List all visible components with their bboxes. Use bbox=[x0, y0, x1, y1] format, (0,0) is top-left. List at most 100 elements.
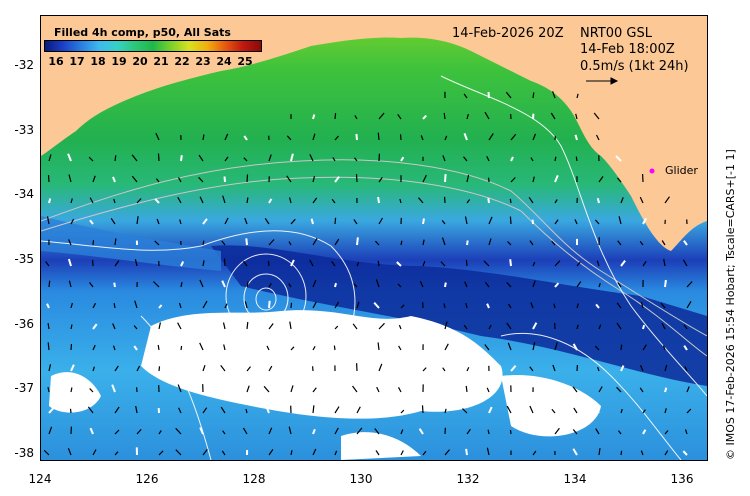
sst-map bbox=[41, 16, 707, 460]
vector-arrow bbox=[266, 345, 270, 351]
vector-arrow bbox=[112, 323, 116, 330]
vector-arrow bbox=[400, 240, 403, 246]
vector-arrow bbox=[48, 426, 53, 435]
vector-arrow bbox=[312, 133, 316, 141]
vector-arrow bbox=[443, 112, 446, 120]
vector-arrow bbox=[483, 260, 490, 267]
vector-arrow bbox=[620, 408, 623, 414]
vector-arrow bbox=[572, 448, 578, 456]
vector-arrow bbox=[46, 303, 50, 309]
vector-arrow bbox=[45, 261, 50, 267]
vector-arrow bbox=[488, 406, 493, 414]
vector-arrow bbox=[353, 283, 358, 288]
vector-arrow bbox=[156, 218, 160, 225]
vector-arrow bbox=[289, 321, 292, 330]
vector-arrow bbox=[246, 174, 249, 183]
vector-arrow bbox=[178, 302, 182, 309]
colorbar-tick: 16 bbox=[48, 55, 64, 68]
vector-arrow bbox=[113, 198, 116, 204]
vector-arrow bbox=[312, 428, 316, 435]
y-tick: -34 bbox=[14, 187, 34, 201]
vector-arrow bbox=[114, 406, 120, 414]
vector-arrow bbox=[245, 408, 248, 414]
vector-arrow bbox=[596, 260, 600, 267]
vector-arrow bbox=[444, 174, 447, 183]
vector-arrow bbox=[420, 135, 424, 141]
vector-arrow bbox=[466, 174, 470, 183]
vector-arrow bbox=[554, 175, 559, 183]
vector-arrow bbox=[488, 324, 492, 330]
vector-arrow bbox=[180, 155, 183, 162]
vector-arrow bbox=[683, 324, 688, 330]
vector-arrow bbox=[309, 259, 314, 267]
vector-arrow bbox=[312, 387, 317, 393]
vector-arrow bbox=[377, 260, 380, 267]
vector-arrow bbox=[532, 450, 537, 456]
vector-arrow bbox=[356, 406, 361, 414]
vector-arrow bbox=[114, 365, 119, 372]
vector-arrow bbox=[70, 324, 73, 330]
vector-arrow bbox=[505, 91, 512, 99]
colorbar-tick: 20 bbox=[132, 55, 148, 68]
vector-arrow bbox=[663, 258, 666, 267]
vector-arrow bbox=[180, 281, 183, 288]
vector-arrow bbox=[462, 408, 468, 414]
vector-arrow bbox=[598, 283, 601, 288]
vector-arrow bbox=[48, 198, 52, 204]
vector-arrow bbox=[312, 405, 315, 414]
vector-arrow bbox=[554, 342, 558, 351]
vector-arrow bbox=[639, 241, 644, 246]
vector-arrow bbox=[246, 197, 249, 204]
vector-arrow bbox=[331, 260, 336, 267]
vector-arrow bbox=[356, 237, 359, 246]
vector-arrow bbox=[131, 175, 138, 183]
colorbar-tick: 18 bbox=[90, 55, 106, 68]
vector-arrow bbox=[378, 177, 383, 183]
vector-arrow bbox=[312, 197, 318, 204]
vector-arrow bbox=[69, 408, 72, 414]
vector-arrow bbox=[47, 386, 50, 393]
vector-arrow bbox=[180, 261, 185, 267]
vector-arrow bbox=[245, 238, 248, 246]
vector-arrow bbox=[175, 449, 182, 456]
vector-arrow bbox=[158, 450, 164, 456]
vector-arrow bbox=[332, 157, 336, 162]
vector-arrow bbox=[312, 322, 317, 330]
vector-arrow bbox=[70, 364, 75, 372]
vector-arrow bbox=[223, 258, 226, 267]
vector-arrow bbox=[224, 156, 229, 162]
vector-arrow bbox=[551, 408, 556, 414]
vector-arrow bbox=[400, 156, 405, 162]
x-tick: 130 bbox=[349, 472, 373, 486]
vector-arrow bbox=[642, 429, 647, 435]
vector-arrow bbox=[92, 366, 95, 372]
vector-arrow bbox=[422, 260, 426, 267]
vector-arrow bbox=[202, 365, 206, 372]
vector-arrow bbox=[377, 132, 380, 141]
vector-arrow bbox=[374, 428, 380, 435]
vector-arrow bbox=[92, 323, 98, 330]
vector-arrow bbox=[133, 325, 138, 330]
vector-arrow bbox=[352, 323, 358, 330]
vector-arrow bbox=[444, 343, 449, 351]
vector-arrow bbox=[92, 449, 97, 456]
vector-arrow bbox=[532, 133, 537, 141]
vector-arrow bbox=[686, 408, 692, 414]
vector-arrow bbox=[400, 429, 404, 435]
vector-arrow bbox=[551, 240, 556, 246]
vector-arrow bbox=[242, 427, 248, 435]
vector-arrow bbox=[355, 174, 358, 183]
map-scale-label: 0.5m/s (1kt 24h) bbox=[580, 59, 689, 74]
vector-arrow bbox=[444, 408, 447, 414]
vector-arrow bbox=[224, 387, 229, 393]
vector-arrow bbox=[552, 91, 556, 99]
vector-arrow bbox=[92, 240, 95, 246]
cloud-mask bbox=[49, 310, 601, 460]
vector-arrow bbox=[222, 430, 226, 435]
vector-arrow bbox=[510, 365, 517, 372]
vector-arrow bbox=[67, 447, 72, 456]
vector-arrow bbox=[550, 112, 556, 120]
vector-arrow bbox=[154, 198, 160, 204]
x-tick: 126 bbox=[135, 472, 159, 486]
glider-marker[interactable] bbox=[649, 168, 655, 174]
